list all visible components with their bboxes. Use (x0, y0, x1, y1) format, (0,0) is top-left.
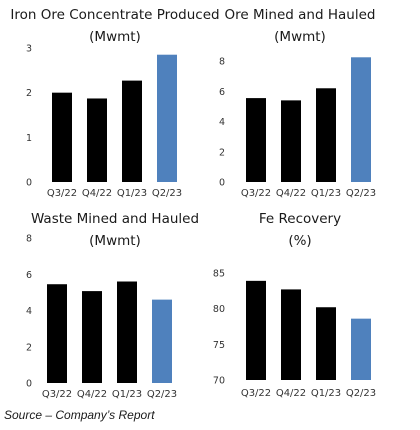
y-tick-label: 75 (213, 340, 225, 351)
y-tick-label: 8 (219, 57, 225, 68)
x-tick-label: Q3/22 (241, 188, 271, 199)
x-tick-label: Q4/22 (82, 188, 112, 199)
y-tick-label: 6 (219, 87, 225, 98)
x-tick-label: Q2/23 (152, 188, 182, 199)
y-tick-label: 6 (26, 270, 32, 281)
chart-title: Fe Recovery (259, 211, 341, 227)
chart-subtitle: (Mwmt) (89, 233, 141, 249)
y-tick-label: 8 (26, 234, 32, 245)
bar-q4-22 (281, 100, 301, 182)
y-tick-label: 2 (26, 342, 32, 353)
y-tick-label: 4 (219, 117, 225, 128)
chart-panel-4: Fe Recovery (%) 70 75 80 85 Q3/22 Q4/22 Q1/23 Q2/… (213, 211, 376, 399)
y-tick-label: 1 (26, 133, 32, 144)
chart-panel-3: Waste Mined and Hauled (Mwmt) 0 2 4 6 8 Q3/22 Q4… (26, 211, 199, 400)
bar-q2-23 (157, 54, 177, 183)
y-tick-label: 70 (213, 376, 225, 387)
y-tick-label: 80 (213, 304, 225, 315)
bar-q1-23 (316, 307, 336, 380)
x-tick-label: Q4/22 (77, 389, 107, 400)
bar-q2-23 (152, 299, 172, 383)
bar-q1-23 (122, 80, 142, 182)
x-tick-label: Q4/22 (276, 388, 306, 399)
bar-q1-23 (117, 281, 137, 383)
x-tick-label: Q3/22 (42, 389, 72, 400)
chart-title: Iron Ore Concentrate Produced (10, 7, 219, 23)
x-tick-label: Q2/23 (346, 388, 376, 399)
x-tick-label: Q2/23 (147, 389, 177, 400)
chart-panel-1: Iron Ore Concentrate Produced (Mwmt) 0 1 2 3 Q… (10, 7, 219, 199)
bar-q4-22 (87, 98, 107, 182)
y-tick-label: 2 (219, 147, 225, 158)
y-tick-label: 0 (219, 178, 225, 189)
x-tick-label: Q1/23 (311, 188, 341, 199)
chart-subtitle: (%) (288, 233, 311, 249)
chart-subtitle: (Mwmt) (89, 29, 141, 45)
bar-q3-22 (47, 284, 67, 383)
y-tick-label: 0 (26, 379, 32, 390)
x-tick-label: Q2/23 (346, 188, 376, 199)
x-tick-label: Q3/22 (47, 188, 77, 199)
chart-subtitle: (Mwmt) (274, 29, 326, 45)
y-tick-label: 4 (26, 306, 32, 317)
x-tick-label: Q1/23 (117, 188, 147, 199)
bar-q3-22 (246, 280, 266, 380)
x-tick-label: Q4/22 (276, 188, 306, 199)
source-note: Source – Company’s Report (4, 408, 155, 422)
chart-title: Ore Mined and Hauled (225, 7, 376, 23)
chart-panel-2: Ore Mined and Hauled (Mwmt) 0 2 4 6 8 Q3/22 Q4/2… (219, 7, 376, 199)
y-tick-label: 2 (26, 88, 32, 99)
bar-q2-23 (351, 57, 371, 183)
bar-q4-22 (281, 289, 301, 380)
y-tick-label: 0 (26, 178, 32, 189)
bar-q3-22 (52, 92, 72, 182)
bar-q3-22 (246, 98, 266, 182)
x-tick-label: Q1/23 (112, 389, 142, 400)
y-tick-label: 85 (213, 269, 225, 280)
chart-title: Waste Mined and Hauled (31, 211, 199, 227)
bar-q2-23 (351, 318, 371, 380)
x-tick-label: Q3/22 (241, 388, 271, 399)
bar-q1-23 (316, 88, 336, 182)
bar-q4-22 (82, 291, 102, 383)
x-tick-label: Q1/23 (311, 388, 341, 399)
y-tick-label: 3 (26, 44, 32, 55)
